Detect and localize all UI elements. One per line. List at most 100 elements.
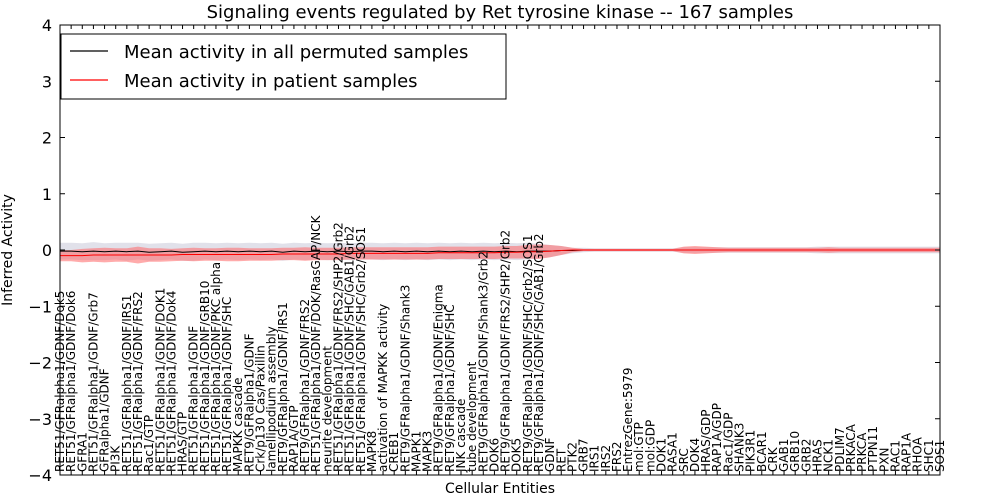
x-tick-label: mol:GTP	[632, 422, 646, 472]
x-tick-label: DOK5	[510, 438, 524, 472]
x-tick-label: RET9/GFRalpha1/GDNF/Enigma	[432, 284, 446, 472]
x-tick-label: RAP1A/GTP	[287, 405, 301, 472]
x-tick-label: MAPKK cascade	[231, 377, 245, 472]
x-tick-label: RET51/GFRalpha1/GDNF/GRB10	[198, 281, 212, 472]
x-tick-label: CRK	[766, 446, 780, 472]
x-tick-label: RET9/GFRalpha1/GDNF/SHC/GAB1/Grb2	[532, 233, 546, 472]
x-tick-label: NCK1	[822, 439, 836, 472]
x-tick-label: FRS2	[610, 442, 624, 473]
x-tick-label: HRAS/GTP	[176, 412, 190, 472]
x-tick-label: HRAS	[810, 439, 824, 472]
x-tick-label: RET	[554, 448, 568, 472]
y-tick-label: 4	[42, 16, 52, 35]
x-tick-label: GFRalpha1/GDNF	[98, 368, 112, 472]
y-tick-label: 1	[42, 185, 52, 204]
x-tick-label: GRB10	[788, 431, 802, 472]
x-tick-label: IRS2	[599, 445, 613, 472]
y-axis: 4 3 2 1 0 −1 −2 −3 −4	[28, 16, 940, 485]
x-tick-label: RET51/GFRalpha1/GDNF/FRS2	[131, 291, 145, 472]
x-tick-label: RET9/GFRalpha1/GDNF/FRS2	[298, 299, 312, 472]
x-tick-label: RET9/GFRalpha1/GDNF/Shank3/Grb2	[476, 251, 490, 472]
x-tick-label: mol:GDP	[643, 420, 657, 472]
x-tick-label: RHOA	[911, 436, 925, 472]
x-tick-label: GDNF	[543, 437, 557, 472]
x-tick-label: DOK6	[487, 438, 501, 472]
y-axis-label: Inferred Activity	[0, 194, 16, 306]
x-tick-label: DOK4	[688, 438, 702, 472]
y-tick-label: 2	[42, 129, 52, 148]
x-tick-label: BCAR1	[755, 431, 769, 472]
x-tick-label: RET51/GFRalpha1/GDNF/FRS2/SHP2/Grb2	[331, 222, 345, 472]
x-tick-label: RET51/GFRalpha1/GDNF	[187, 326, 201, 472]
x-tick-label: activation of MAPKK activity	[376, 304, 390, 472]
x-tick-label: JNK cascade	[454, 399, 468, 473]
lines-layer	[60, 249, 940, 257]
x-axis	[59, 25, 941, 475]
x-tick-label: RAP1A	[900, 432, 914, 472]
x-tick-label: Crk/p130 Cas/Paxillin	[254, 345, 268, 472]
x-tick-label: RET51/GFRalpha1/GDNF/Grb7	[86, 292, 100, 472]
band-series-1	[60, 244, 940, 264]
x-tick-label: PDLIM7	[833, 427, 847, 472]
x-tick-label: PRKCA	[855, 432, 869, 472]
x-tick-label: RET51/GFRalpha1/GDNF/DOK/RasGAP/NCK	[309, 214, 323, 472]
x-tick-label: GRB7	[577, 438, 591, 472]
x-tick-label: PTPN11	[866, 426, 880, 472]
x-tick-label: EntrezGene:5979	[621, 368, 635, 473]
y-tick-label: −2	[28, 354, 52, 373]
x-tick-label: RET51/GFRalpha1/GDNF/Dok4	[164, 291, 178, 472]
x-tick-label: PI3K	[109, 445, 123, 472]
x-tick-label: GRB2	[799, 438, 813, 472]
x-tick-label: RET51/GFRalpha1/GDNF/SHC/GAB1/Grb2	[343, 226, 357, 472]
x-tick-label: RET9/GFRalpha1/GDNF	[242, 333, 256, 472]
y-tick-label: −3	[28, 410, 52, 429]
legend-box	[60, 33, 507, 100]
plot-frame	[59, 24, 941, 476]
x-tick-label: RET51/GFRalpha1/GDNF/Dok6	[64, 291, 78, 472]
x-tick-label: IRS1	[588, 445, 602, 472]
x-tick-label: MAPK1	[409, 431, 423, 472]
x-tick-label: MAPK3	[421, 431, 435, 472]
x-tick-label: SRC	[677, 448, 691, 472]
y-tick-label: 0	[42, 241, 52, 260]
x-tick-label: RET51/GFRalpha1/GDNF/SHC	[220, 297, 234, 472]
x-tick-label: RASA1	[666, 432, 680, 472]
x-tick-label: RET9/GFRalpha1/GDNF/FRS2/SHP2/Grb2	[499, 230, 513, 472]
x-tick-label: MAPK8	[365, 431, 379, 472]
x-tick-label: RET9/GFRalpha1/GDNF/SHC	[443, 304, 457, 472]
x-tick-label: SHANK3	[732, 423, 746, 472]
x-tick-label: HRAS/GDP	[699, 409, 713, 472]
x-tick-label: GFRA1	[75, 432, 89, 472]
x-tick-label: lamellipodium assembly	[265, 326, 279, 472]
x-tick-label: Rac1/GDP	[721, 413, 735, 472]
legend-label-permuted: Mean activity in all permuted samples	[124, 42, 468, 63]
x-tick-label: RET51/GFRalpha1/GDNF/IRS1	[120, 295, 134, 472]
x-tick-label: neurite development	[320, 346, 334, 472]
x-tick-label: PIK3R1	[744, 430, 758, 472]
x-tick-label: GAB1	[777, 439, 791, 472]
x-tick-label: RET9/GFRalpha1/GDNF/IRS1	[276, 302, 290, 472]
x-tick-label: RET51/GFRalpha1/GDNF/SHC/Grb2/SOS1	[354, 227, 368, 472]
x-tick-label: RAC1	[888, 440, 902, 472]
x-tick-label: tube development	[465, 361, 479, 472]
chart-title: Signaling events regulated by Ret tyrosi…	[207, 2, 794, 23]
legend-label-patient: Mean activity in patient samples	[124, 71, 418, 92]
x-axis-label: Cellular Entities	[445, 481, 555, 497]
x-tick-label: SHC1	[922, 439, 936, 472]
x-tick-label: PRKACA	[844, 423, 858, 472]
x-tick-label: Rac1/GTP	[142, 415, 156, 472]
x-tick-label: RET9/GFRalpha1/GDNF/SHC/Grb2/SOS1	[521, 234, 535, 472]
x-tick-label: RET9/GFRalpha1/GDNF/Shank3	[398, 285, 412, 472]
x-tick-label: RET51/GFRalpha1/GDNF/DOK1	[153, 288, 167, 472]
x-tick-label: PTK2	[565, 442, 579, 472]
x-tick-label: RAP1A/GDP	[710, 403, 724, 472]
x-tick-label: RET51/GFRalpha1/GDNF/PKC alpha	[209, 262, 223, 472]
line-series-1	[60, 249, 940, 257]
x-tick-label: CREB1	[387, 432, 401, 472]
y-tick-label: −4	[28, 466, 52, 485]
y-tick-label: −1	[28, 297, 52, 316]
x-tick-label: DOK1	[655, 438, 669, 472]
legend: Mean activity in all permuted samples Me…	[60, 33, 507, 100]
